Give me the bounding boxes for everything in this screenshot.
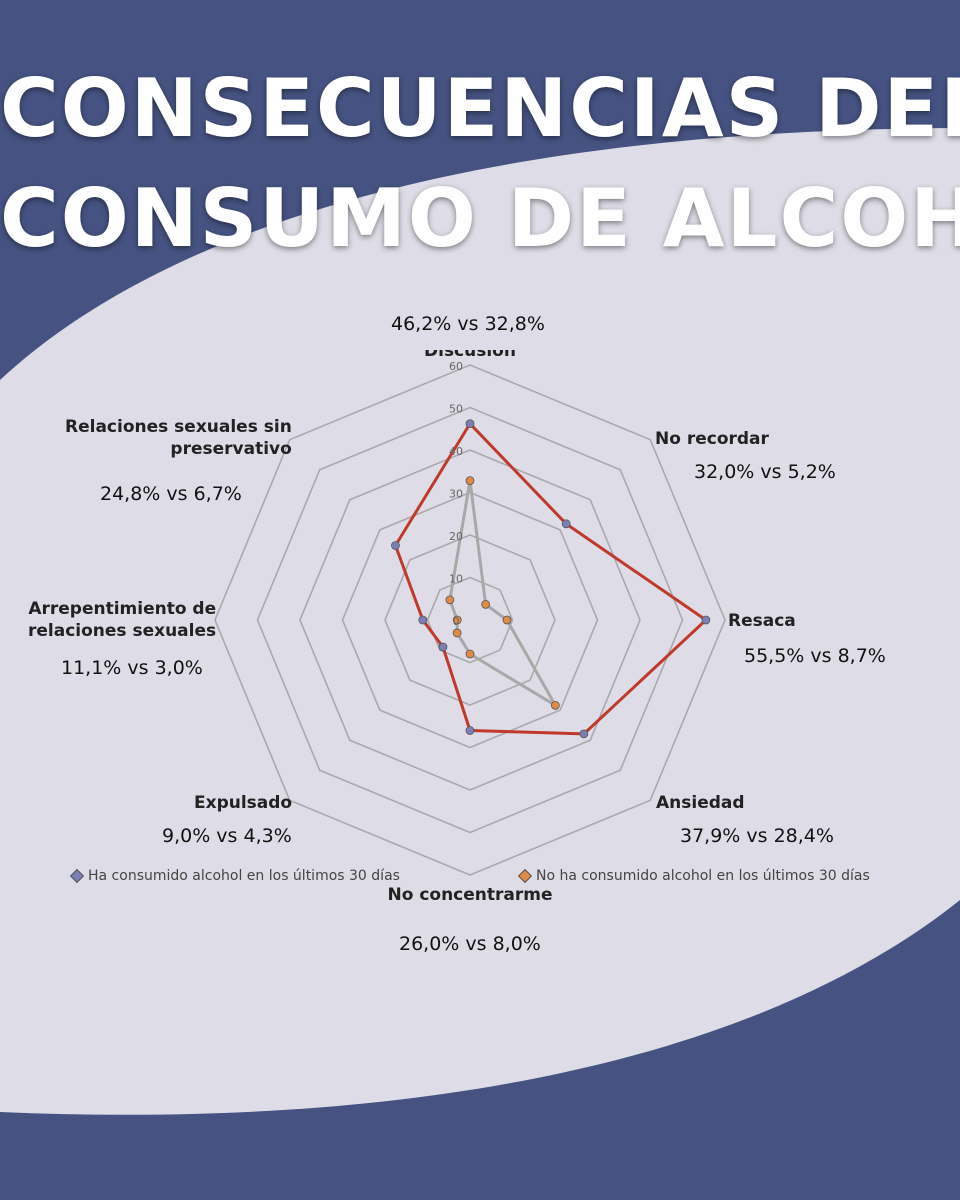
legend-marker-consumed: [69, 868, 85, 884]
point-consumed-3: [579, 729, 589, 739]
point-consumed-1: [561, 519, 571, 529]
comparison-7: 24,8% vs 6,7%: [100, 483, 242, 505]
radar-grid: [214, 364, 726, 876]
grid-ring-5: [256, 406, 684, 834]
comparison-6: 11,1% vs 3,0%: [61, 657, 203, 679]
axis-label-line: Relaciones sexuales sin: [65, 417, 292, 437]
point-not-consumed-6: [452, 615, 462, 625]
point-consumed-6: [418, 615, 428, 625]
axis-label-line: preservativo: [170, 439, 292, 459]
legend-label-consumed: Ha consumido alcohol en los últimos 30 d…: [88, 868, 400, 884]
comparison-1: 32,0% vs 5,2%: [694, 461, 836, 483]
chart-legend: Ha consumido alcohol en los últimos 30 d…: [0, 865, 960, 889]
point-not-consumed-2: [502, 615, 512, 625]
point-consumed-2: [701, 615, 711, 625]
tick-label-30: 30: [449, 488, 463, 501]
axis-label-line: Arrepentimiento de: [28, 599, 217, 619]
point-not-consumed-0: [465, 476, 475, 486]
axis-label-line: Expulsado: [194, 793, 293, 813]
axis-label-7: Relaciones sexuales sin preservativo: [65, 416, 292, 460]
title-line-2: CONSUMO DE ALCOHOL: [0, 172, 960, 265]
tick-label-60: 60: [449, 360, 463, 373]
tick-label-10: 10: [449, 573, 463, 586]
grid-ring-2: [384, 534, 556, 706]
axis-label-1: No recordar: [655, 428, 769, 450]
legend-marker-not-consumed: [517, 868, 533, 884]
content-panel: [0, 128, 960, 1115]
grid-ring-3: [341, 491, 599, 749]
point-not-consumed-5: [452, 628, 462, 638]
point-consumed-0: [465, 419, 475, 429]
tick-label-40: 40: [449, 445, 463, 458]
radar-series: [391, 419, 711, 739]
point-not-consumed-7: [445, 595, 455, 605]
axis-label-2: Resaca: [728, 610, 796, 632]
point-not-consumed-3: [550, 700, 560, 710]
point-consumed-7: [391, 541, 400, 550]
axis-label-6: Arrepentimiento de relaciones sexuales: [28, 598, 216, 642]
axis-label-line: Ansiedad: [656, 793, 745, 813]
legend-item-not-consumed: No ha consumido alcohol en los últimos 3…: [517, 865, 870, 887]
title-line-1: CONSECUENCIAS DEL: [0, 62, 960, 155]
tick-label-50: 50: [449, 403, 463, 416]
point-not-consumed-1: [481, 599, 491, 609]
grid-ring-1: [426, 576, 514, 664]
point-consumed-4: [465, 726, 475, 735]
axis-label-line: relaciones sexuales: [28, 621, 217, 641]
axis-label-line: No concentrarme: [387, 885, 553, 905]
point-not-consumed-4: [465, 649, 475, 659]
legend-item-consumed: Ha consumido alcohol en los últimos 30 d…: [69, 865, 400, 887]
comparison-2: 55,5% vs 8,7%: [744, 645, 886, 667]
axis-label-3: Ansiedad: [656, 792, 745, 814]
tick-label-20: 20: [449, 530, 463, 543]
axis-label-0: Discusión: [424, 341, 516, 362]
legend-label-not-consumed: No ha consumido alcohol en los últimos 3…: [536, 868, 870, 884]
axis-label-line: Discusión: [424, 341, 516, 361]
series-line-consumed: [393, 422, 708, 736]
axis-label-line: Resaca: [728, 611, 796, 631]
grid-ring-6: [214, 364, 726, 876]
comparison-4: 26,0% vs 8,0%: [399, 933, 541, 955]
tick-label-0: 0: [453, 615, 460, 628]
comparison-3: 37,9% vs 28,4%: [680, 825, 834, 847]
axis-label-line: No recordar: [655, 429, 769, 449]
point-consumed-5: [438, 642, 448, 652]
axis-label-5: Expulsado: [194, 792, 292, 814]
comparison-5: 9,0% vs 4,3%: [162, 825, 292, 847]
radar-ticks: 0 10 20 30 40 50 60: [449, 360, 463, 628]
comparison-0: 46,2% vs 32,8%: [391, 313, 545, 335]
axis-label-4: No concentrarme: [388, 884, 553, 906]
series-line-not-consumed: [448, 479, 557, 707]
grid-ring-4: [299, 449, 641, 791]
